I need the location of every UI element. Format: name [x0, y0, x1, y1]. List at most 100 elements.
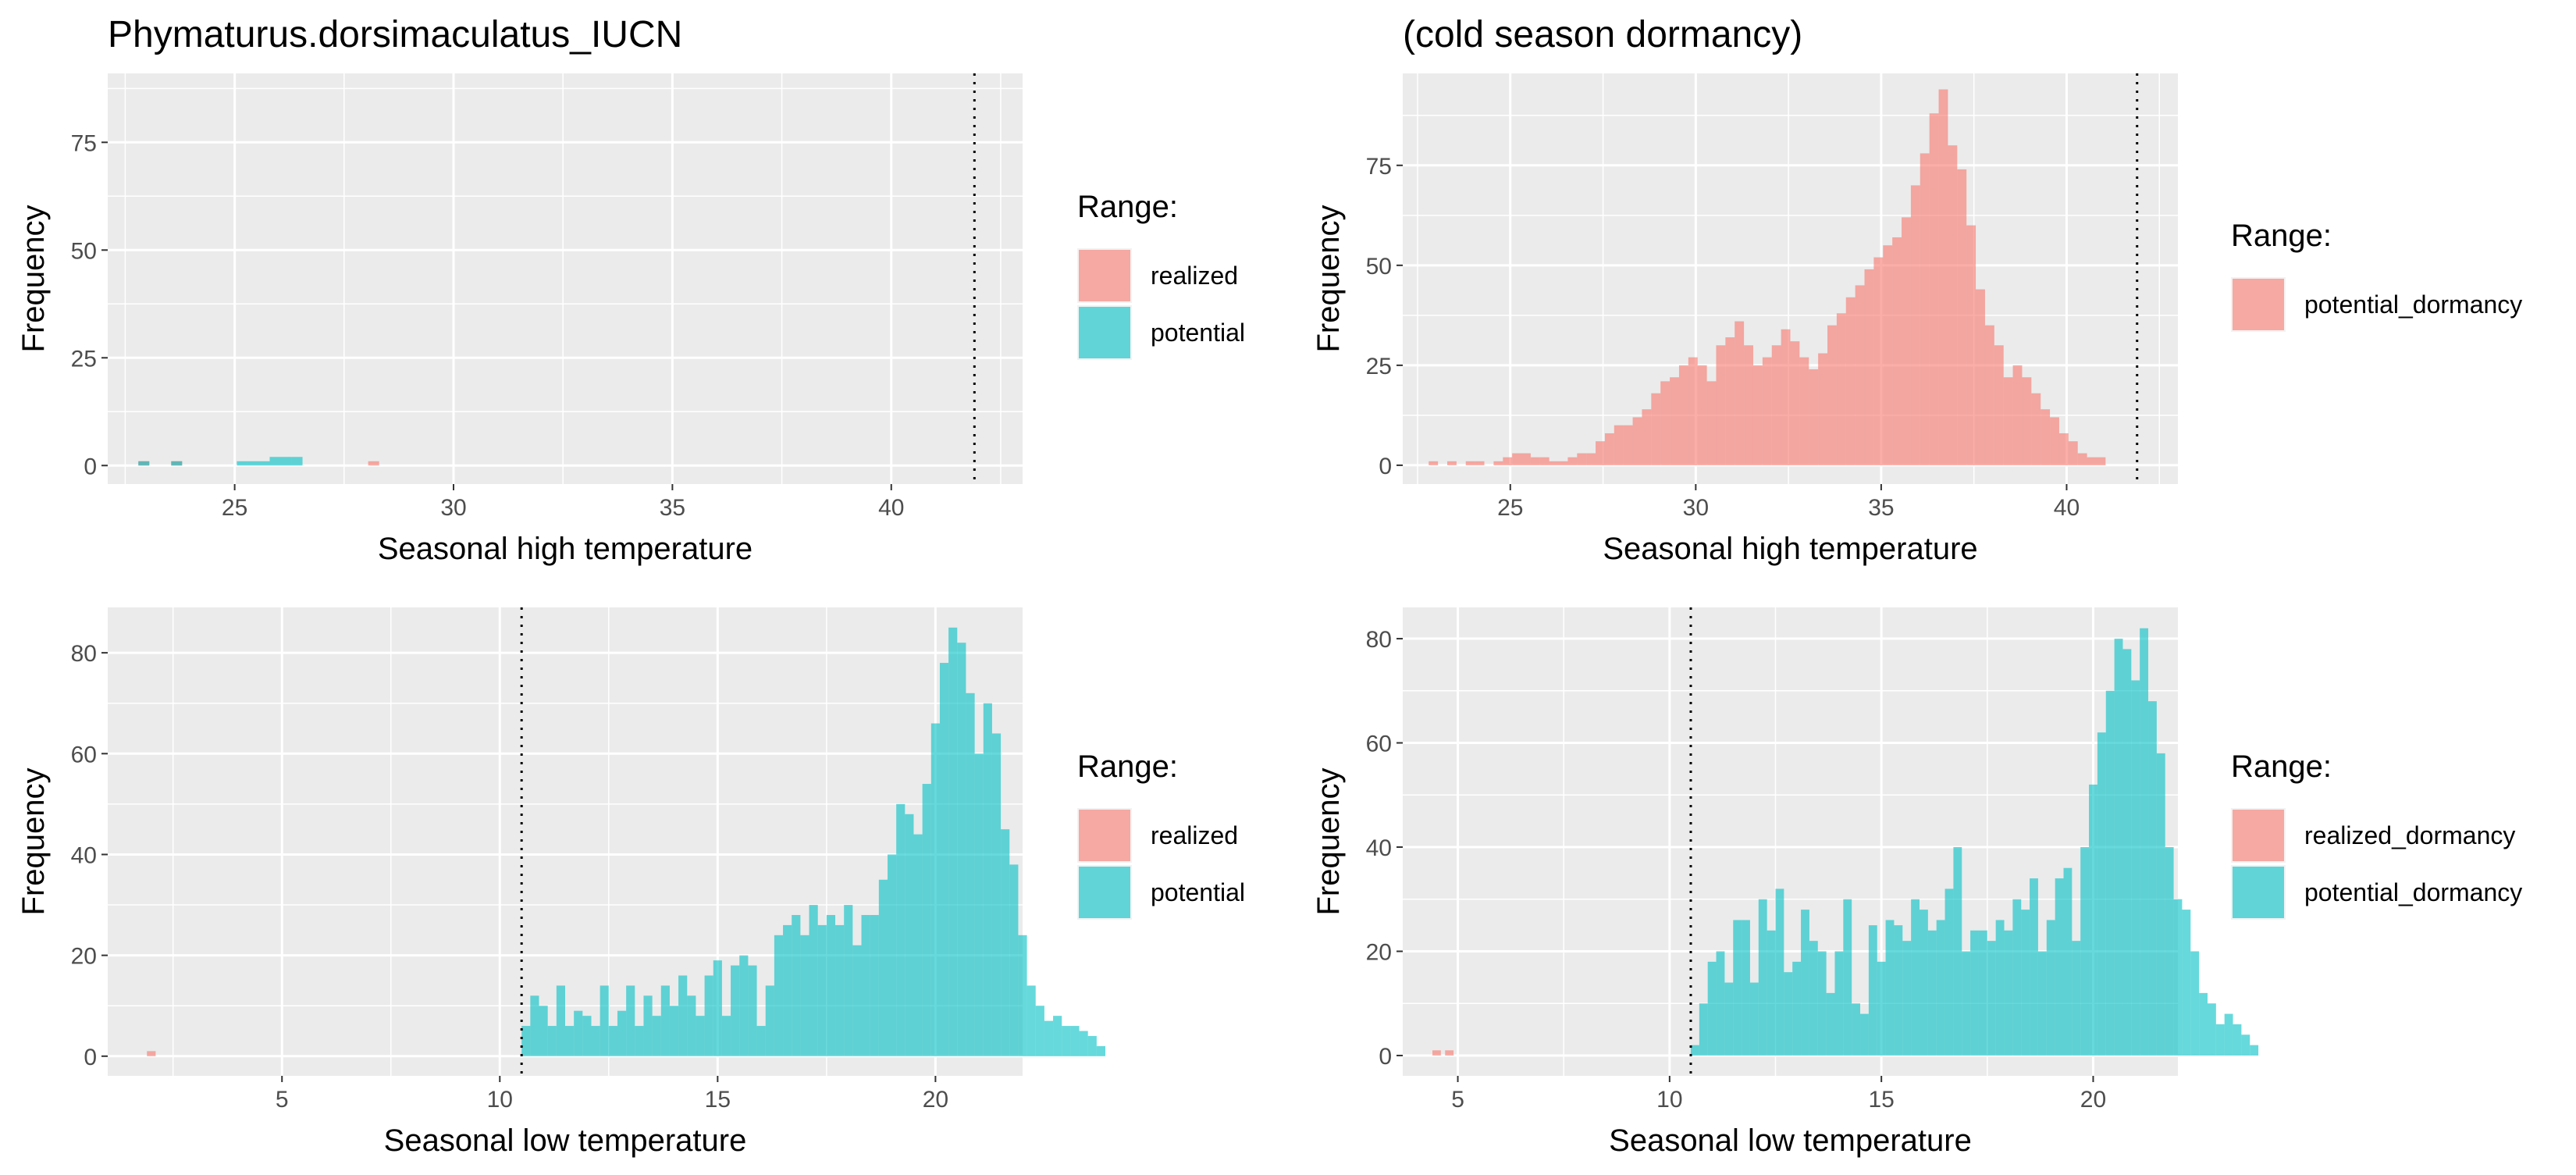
- legend: Range: realized potential: [1077, 190, 1245, 360]
- histogram-bar-potential: [1044, 1020, 1054, 1056]
- histogram-bar-potential_dormancy: [2105, 690, 2115, 1056]
- histogram-bar-potential: [521, 1026, 531, 1056]
- histogram-bar-potential: [678, 975, 688, 1056]
- histogram-bar-potential: [269, 457, 281, 466]
- legend-key-swatch: [1079, 307, 1130, 358]
- histogram-bar-potential: [861, 914, 870, 1056]
- histogram-bar-potential_dormancy: [1962, 951, 1971, 1056]
- histogram-bar-potential_dormancy: [2037, 951, 2047, 1056]
- chart-panel-1: 0 25 50 75 25 30 35 40 Seasonal high temperature…: [16, 73, 1245, 566]
- chart-panel-3: 0 20 40 60 80 5 10 15 20 Seasonal low temperature…: [16, 607, 1245, 1158]
- histogram-bar-potential: [1001, 829, 1010, 1056]
- histogram-bar-potential_dormancy: [1670, 377, 1679, 465]
- histogram-bar-potential_dormancy: [2012, 899, 2022, 1056]
- histogram-bar-potential_dormancy: [1493, 461, 1503, 465]
- histogram-bar-potential_dormancy: [2148, 701, 2157, 1056]
- histogram-bar-potential: [247, 461, 259, 466]
- histogram-bar-potential_dormancy: [2190, 951, 2200, 1056]
- histogram-bar-potential_dormancy: [1809, 941, 1818, 1056]
- y-tick-label: 20: [1366, 939, 1392, 965]
- histogram-bar-potential: [948, 627, 958, 1056]
- histogram-bar-potential_dormancy: [1678, 365, 1688, 465]
- histogram-bar-potential: [1087, 1035, 1097, 1056]
- histogram-bar-potential: [878, 879, 888, 1056]
- legend-item-label: realized: [1151, 262, 1238, 290]
- histogram-bar-potential_dormancy: [2096, 457, 2106, 465]
- histogram-bar-potential_dormancy: [2080, 847, 2090, 1056]
- histogram-bar-potential: [939, 663, 949, 1056]
- chart-panel-4: 0 20 40 60 80 5 10 15 20 Seasonal low temperature…: [1311, 607, 2522, 1158]
- x-tick-label: 10: [1656, 1087, 1682, 1113]
- y-tick-label: 75: [71, 130, 97, 156]
- histogram-bar-potential: [539, 1006, 548, 1056]
- histogram-bar-potential_dormancy: [2063, 867, 2073, 1056]
- histogram-bar-potential_dormancy: [2021, 910, 2030, 1056]
- histogram-bar-potential_dormancy: [1604, 433, 1614, 465]
- legend-title: Range:: [1077, 750, 1178, 784]
- histogram-bar-potential_dormancy: [2089, 784, 2097, 1056]
- histogram-bar-potential_dormancy: [2241, 1034, 2250, 1056]
- histogram-bar-potential_dormancy: [2224, 1013, 2233, 1056]
- histogram-bar-potential_dormancy: [1892, 237, 1902, 465]
- histogram-bar-potential: [774, 935, 784, 1056]
- x-tick-label: 25: [1497, 495, 1523, 521]
- histogram-bar-potential_dormancy: [2156, 753, 2165, 1056]
- histogram-bar-potential_dormancy: [2022, 377, 2032, 465]
- histogram-bar-potential: [1096, 1045, 1106, 1056]
- histogram-bar-potential_dormancy: [2207, 1003, 2216, 1056]
- histogram-bar-realized_dormancy: [1445, 1050, 1454, 1056]
- histogram-bar-potential_dormancy: [1725, 337, 1735, 465]
- x-tick-label: 40: [2054, 495, 2080, 521]
- histogram-bar-potential_dormancy: [2114, 639, 2123, 1056]
- y-axis-label: Frequency: [1311, 205, 1346, 353]
- histogram-bar-potential_dormancy: [2050, 417, 2059, 465]
- histogram-bar-potential_dormancy: [1651, 393, 1661, 465]
- histogram-bar-potential_dormancy: [2097, 732, 2106, 1056]
- histogram-bar-potential_dormancy: [1929, 113, 1939, 465]
- legend-title: Range:: [2231, 219, 2332, 253]
- x-tick-label: 5: [276, 1087, 289, 1113]
- legend-title: Range:: [2231, 750, 2332, 784]
- histogram-bar-potential_dormancy: [1558, 461, 1568, 465]
- x-tick-label: 15: [1868, 1087, 1894, 1113]
- histogram-bar-potential_dormancy: [1716, 951, 1725, 1056]
- histogram-bar-potential_dormancy: [2250, 1045, 2259, 1056]
- histogram-bar-potential_dormancy: [1885, 920, 1895, 1056]
- y-tick-label: 0: [1379, 454, 1392, 479]
- histogram-bar-potential_dormancy: [1749, 982, 1759, 1056]
- histogram-bar-potential_dormancy: [1868, 925, 1877, 1056]
- legend-key-swatch: [1079, 250, 1130, 301]
- chart-panel-2: 0 25 50 75 25 30 35 40 Seasonal high temperature…: [1311, 73, 2522, 566]
- legend-key-swatch: [2233, 810, 2284, 861]
- histogram-bar-potential: [756, 1026, 766, 1056]
- histogram-bar-potential: [547, 1026, 557, 1056]
- histogram-bar-potential_dormancy: [1920, 910, 1928, 1056]
- y-tick-label: 25: [71, 346, 97, 372]
- histogram-bar-potential: [800, 935, 809, 1056]
- legend-item-label: potential: [1151, 878, 1245, 906]
- x-tick-label: 10: [487, 1087, 513, 1113]
- histogram-bar-potential: [721, 1016, 731, 1056]
- histogram-bar-potential: [696, 1016, 705, 1056]
- histogram-bar-potential_dormancy: [1767, 930, 1776, 1056]
- histogram-bar-potential_dormancy: [2140, 628, 2149, 1056]
- y-tick-label: 75: [1366, 154, 1392, 180]
- histogram-bar-potential_dormancy: [2087, 457, 2097, 465]
- histogram-bar-potential: [258, 461, 270, 466]
- histogram-bar-potential_dormancy: [1549, 461, 1559, 465]
- histogram-bar-potential_dormancy: [1817, 951, 1827, 1056]
- histogram-bar-potential_dormancy: [1771, 345, 1781, 465]
- histogram-bar-potential_dormancy: [1845, 297, 1856, 465]
- y-tick-label: 0: [1379, 1044, 1392, 1070]
- histogram-bar-potential_dormancy: [1429, 461, 1439, 465]
- histogram-bar-potential: [817, 924, 827, 1056]
- legend-item-label: realized: [1151, 821, 1238, 849]
- histogram-bar-potential_dormancy: [1447, 461, 1457, 465]
- histogram-bar-potential_dormancy: [1936, 920, 1945, 1056]
- legend-title: Range:: [1077, 190, 1178, 224]
- histogram-bar-potential: [1062, 1026, 1071, 1056]
- histogram-bar-potential_dormancy: [1577, 453, 1587, 465]
- histogram-bar-potential_dormancy: [1834, 951, 1844, 1056]
- histogram-bar-realized_dormancy: [1432, 1050, 1441, 1056]
